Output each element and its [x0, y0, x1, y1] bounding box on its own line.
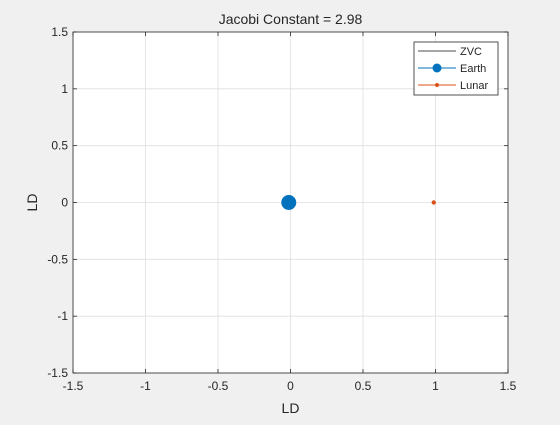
legend-swatch-marker	[435, 83, 439, 87]
x-tick-labels: -1.5 -1 -0.5 0 0.5 1 1.5	[63, 379, 517, 393]
x-tick-label: -1.5	[63, 379, 84, 393]
y-tick-label: -1	[57, 309, 68, 323]
legend-swatch-marker	[432, 63, 442, 73]
series-lunar	[431, 200, 436, 205]
legend-entry-lunar: Lunar	[418, 80, 488, 92]
y-tick-label: 1.5	[51, 25, 68, 39]
legend-entry-earth: Earth	[418, 63, 486, 75]
legend-label: Earth	[460, 63, 486, 75]
ticks	[72, 31, 509, 374]
y-tick-label: 0	[61, 196, 68, 210]
x-tick-label: 1.5	[500, 379, 517, 393]
legend[interactable]: ZVC Earth Lunar	[413, 41, 499, 96]
y-tick-label: -0.5	[47, 252, 68, 266]
y-axis-label: LD	[24, 194, 40, 212]
lunar-point	[431, 200, 436, 205]
legend-items: ZVC Earth Lunar	[418, 46, 488, 92]
y-tick-label: 0.5	[51, 139, 68, 153]
x-tick-label: 0	[287, 379, 294, 393]
x-tick-label: -0.5	[208, 379, 229, 393]
legend-label: Lunar	[460, 80, 488, 92]
chart-title: Jacobi Constant = 2.98	[219, 11, 363, 27]
x-tick-label: -1	[140, 379, 151, 393]
y-tick-label: -1.5	[47, 366, 68, 380]
earth-point	[281, 195, 297, 210]
y-tick-label: 1	[61, 82, 68, 96]
x-axis-label: LD	[282, 400, 300, 416]
x-tick-label: 1	[432, 379, 439, 393]
legend-label: ZVC	[460, 46, 482, 58]
legend-entry-zvc: ZVC	[418, 46, 482, 58]
series-layer	[281, 195, 436, 210]
y-tick-labels: -1.5 -1 -0.5 0 0.5 1 1.5	[47, 25, 68, 380]
series-earth	[281, 195, 297, 210]
x-tick-label: 0.5	[355, 379, 372, 393]
